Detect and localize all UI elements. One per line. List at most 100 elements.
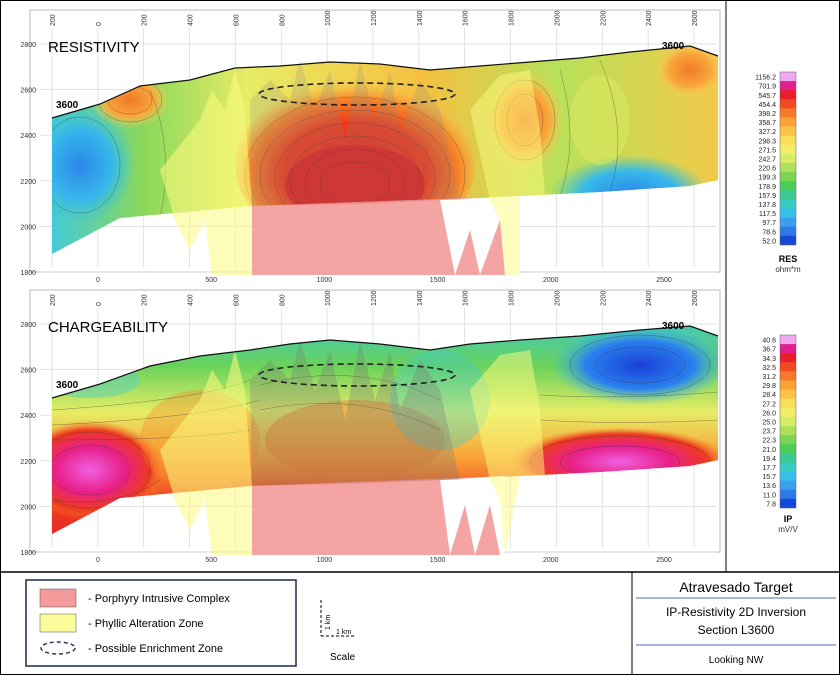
- y-axis-tick-label: 2800: [20, 322, 36, 329]
- color-scale-value: 271.5: [758, 147, 776, 154]
- color-scale-swatch: [780, 489, 796, 500]
- color-scale-value: 34.3: [762, 356, 776, 363]
- top-axis-tick-label: 600: [233, 14, 240, 26]
- scale-horizontal-label: 1 km: [336, 629, 351, 636]
- color-scale-swatch: [780, 199, 796, 209]
- top-axis-tick-label: 1000: [325, 290, 332, 306]
- phyllic-swatch: [39, 613, 77, 633]
- color-scale-swatch: [780, 380, 796, 390]
- resistivity-panel: RESISTIVITY 3600 3600 200 0 200 400 600 800 10…: [20, 9, 721, 284]
- top-axis-tick-label: 2000: [554, 290, 561, 306]
- enrichment-zone-outline-ip: [258, 363, 456, 387]
- inversion-subtitle: IP-Resistivity 2D Inversion: [666, 605, 806, 619]
- color-scale-value: 199.3: [758, 175, 776, 182]
- color-scale-value: 545.7: [758, 93, 776, 100]
- color-scale-value: 28.4: [762, 392, 776, 399]
- top-axis-tick-label: 2400: [646, 10, 653, 26]
- top-axis-tick-label: 1200: [371, 290, 378, 306]
- color-scale-swatch: [780, 435, 796, 445]
- y-axis-tick-label: 2800: [20, 42, 36, 49]
- topography-line-ip: [51, 325, 719, 399]
- phyllic-alteration-central-ip: [250, 340, 460, 486]
- color-scale-swatch: [780, 398, 796, 409]
- color-scale-swatch: [780, 371, 796, 381]
- color-scale-swatch: [780, 190, 796, 200]
- color-scale-swatch: [780, 135, 796, 146]
- color-scale-swatch: [780, 172, 796, 182]
- color-scale-value: 701.9: [758, 84, 776, 91]
- scale-label: Scale: [330, 652, 355, 663]
- color-scale-swatch: [780, 181, 796, 191]
- color-scale-value: 97.7: [762, 220, 776, 227]
- topography-line: [51, 45, 719, 119]
- top-axis-tick-label: 200: [142, 14, 149, 26]
- bottom-axis-tick-label: 2500: [656, 557, 672, 564]
- color-scale-value: 52.0: [762, 238, 776, 245]
- view-direction: Looking NW: [709, 655, 764, 666]
- resistivity-scale-unit: ohm*m: [775, 265, 801, 274]
- chargeability-line-label-left: 3600: [56, 380, 79, 391]
- section-subtitle: Section L3600: [698, 623, 775, 637]
- top-axis-tick-label: 0: [96, 302, 103, 306]
- top-axis-tick-label: 1600: [463, 290, 470, 306]
- top-axis-tick-label: 800: [279, 14, 286, 26]
- chargeability-color-scale: 40.6 36.7 34.3 32.5 31.2 29.8 28.4 27.2 26.0 25.0…: [762, 334, 797, 509]
- enrichment-swatch: [40, 641, 76, 655]
- color-scale-value: 242.7: [758, 157, 776, 164]
- top-axis-tick-label: 2200: [600, 290, 607, 306]
- color-scale-value: 21.0: [762, 447, 776, 454]
- color-scale-swatch: [780, 389, 796, 399]
- scale-bar: 1 km 1 km Scale: [320, 600, 356, 663]
- y-axis-tick-label: 1800: [20, 270, 36, 277]
- color-scale-swatch: [780, 362, 796, 372]
- color-scale-value: 19.4: [762, 456, 776, 463]
- top-axis-tick-label: 800: [279, 294, 286, 306]
- phyllic-alteration-east-ip: [470, 350, 545, 555]
- y-axis-tick-label: 2400: [20, 413, 36, 420]
- bottom-axis-tick-label: 1500: [430, 557, 446, 564]
- color-scale-value: 22.3: [762, 438, 776, 445]
- y-axis-tick-label: 2400: [20, 133, 36, 140]
- color-scale-swatch: [780, 163, 796, 173]
- color-scale-border: [779, 71, 797, 246]
- color-scale-swatch: [780, 99, 796, 109]
- color-scale-value: 26.0: [762, 410, 776, 417]
- color-scale-swatch: [780, 72, 796, 82]
- phyllic-alteration-central: [250, 60, 460, 206]
- top-axis-tick-label: 1600: [463, 10, 470, 26]
- y-axis-tick-label: 2000: [20, 224, 36, 231]
- top-axis-tick-label: 0: [96, 22, 103, 26]
- color-scale-value: 17.7: [762, 465, 776, 472]
- color-scale-value: 137.8: [758, 202, 776, 209]
- color-scale-swatch: [780, 407, 796, 418]
- color-scale-value: 15.7: [762, 474, 776, 481]
- legend-phyllic-label: - Phyllic Alteration Zone: [88, 618, 204, 630]
- scale-vertical-label: 1 km: [325, 615, 332, 630]
- title-block: Atravesado Target IP-Resistivity 2D Inve…: [631, 572, 836, 675]
- y-axis-tick-label: 2200: [20, 459, 36, 466]
- color-scale-value: 40.6: [762, 338, 776, 345]
- color-scale-value: 25.0: [762, 420, 776, 427]
- color-scale-value: 32.5: [762, 365, 776, 372]
- chargeability-title: CHARGEABILITY: [48, 319, 168, 336]
- color-scale-swatch: [780, 498, 796, 509]
- color-scale-swatch: [780, 471, 796, 481]
- phyllic-alteration-east: [470, 70, 545, 275]
- color-scale-swatch: [780, 117, 796, 127]
- top-axis-tick-label: 2000: [554, 10, 561, 26]
- bottom-axis-tick-label: 1500: [430, 277, 446, 284]
- bottom-axis-tick-label: 1000: [317, 277, 333, 284]
- top-axis-tick-label: 200: [142, 294, 149, 306]
- legend-box: - Porphyry Intrusive Complex - Phyllic A…: [25, 579, 297, 667]
- top-axis-tick-label: 600: [233, 294, 240, 306]
- color-scale-swatch: [780, 144, 796, 155]
- color-scale-swatch: [780, 453, 796, 463]
- color-scale-value: 327.2: [758, 129, 776, 136]
- color-scale-swatch: [780, 335, 796, 345]
- porphyry-intrusive-zone-ip: [252, 476, 505, 555]
- color-scale-swatch: [780, 426, 796, 436]
- y-axis-tick-label: 1800: [20, 550, 36, 557]
- color-scale-value: 27.2: [762, 401, 776, 408]
- color-scale-swatch: [780, 90, 796, 100]
